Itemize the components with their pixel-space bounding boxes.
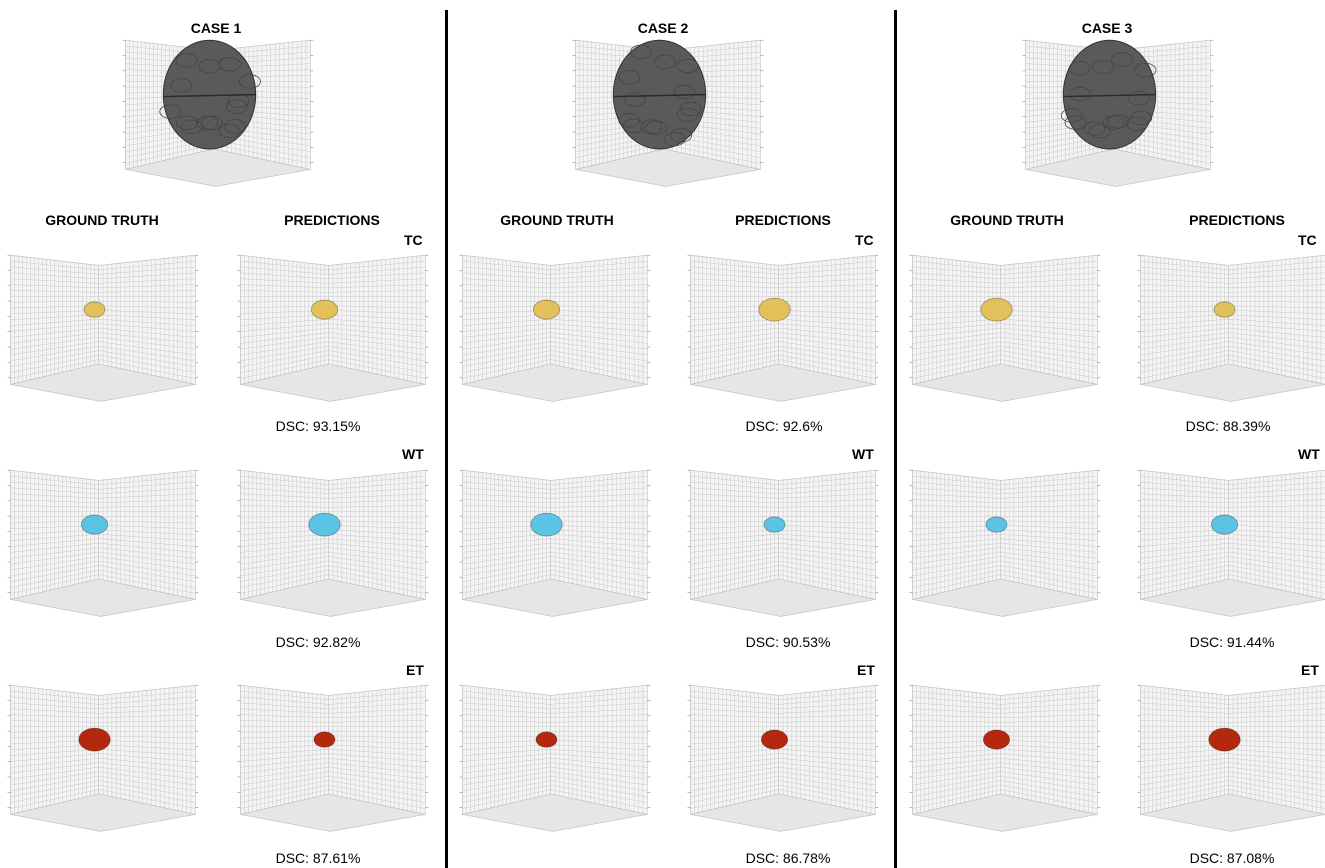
case-3-et-ground-truth-plot (909, 684, 1101, 832)
case-3-wt-dsc: DSC: 91.44% (1189, 634, 1275, 650)
case-3-et-dsc: DSC: 87.08% (1189, 850, 1275, 866)
case-2-wt-ground-truth-plot (459, 469, 651, 617)
case-1-et-label: ET (406, 662, 424, 678)
tumor-segmentation (310, 299, 339, 320)
case-3-wt-label: WT (1298, 446, 1320, 462)
case-3-et-prediction-plot (1137, 684, 1325, 832)
tumor-segmentation (985, 516, 1008, 533)
tumor-segmentation (1213, 301, 1236, 318)
case-2-tc-ground-truth-plot (459, 254, 651, 402)
brain-volume (612, 39, 707, 150)
case-2-title: CASE 2 (637, 20, 689, 36)
case-1-ground-truth-label: GROUND TRUTH (45, 212, 159, 228)
case-2-wt-label: WT (852, 446, 874, 462)
tumor-segmentation (532, 299, 561, 320)
brain-volume (1060, 39, 1157, 150)
case-2-brain-plot (572, 39, 764, 187)
case-1-tc-dsc: DSC: 93.15% (275, 418, 361, 434)
case-2-et-ground-truth-plot (459, 684, 651, 832)
case-3-wt-ground-truth-plot (909, 469, 1101, 617)
case-2-et-prediction-plot (687, 684, 879, 832)
case-1-wt-dsc: DSC: 92.82% (275, 634, 361, 650)
case-1-wt-prediction-plot (237, 469, 429, 617)
case-2-wt-dsc: DSC: 90.53% (745, 634, 831, 650)
case-3-brain-plot (1022, 39, 1214, 187)
tumor-segmentation (763, 516, 786, 533)
tumor-segmentation (758, 297, 791, 322)
case-3-tc-ground-truth-plot (909, 254, 1101, 402)
case-2-ground-truth-label: GROUND TRUTH (500, 212, 614, 228)
case-divider-1 (445, 10, 448, 868)
tumor-segmentation (530, 512, 563, 537)
tumor-segmentation (80, 514, 109, 535)
brain-volume (159, 39, 261, 150)
case-divider-2 (894, 10, 897, 868)
case-2-tc-prediction-plot (687, 254, 879, 402)
case-3-title: CASE 3 (1081, 20, 1133, 36)
case-3-tc-dsc: DSC: 88.39% (1185, 418, 1271, 434)
tumor-segmentation (980, 297, 1013, 322)
case-3-wt-prediction-plot (1137, 469, 1325, 617)
tumor-segmentation (313, 731, 336, 748)
case-2-wt-prediction-plot (687, 469, 879, 617)
case-1-wt-ground-truth-plot (7, 469, 199, 617)
tumor-segmentation (760, 729, 789, 750)
tumor-segmentation (535, 731, 558, 748)
case-2-et-dsc: DSC: 86.78% (745, 850, 831, 866)
tumor-segmentation (78, 727, 111, 752)
case-3-ground-truth-label: GROUND TRUTH (950, 212, 1064, 228)
case-3-tc-prediction-plot (1137, 254, 1325, 402)
case-1-et-ground-truth-plot (7, 684, 199, 832)
case-1-brain-plot (122, 39, 314, 187)
case-3-et-label: ET (1301, 662, 1319, 678)
tumor-segmentation (1210, 514, 1239, 535)
case-1-tc-label: TC (404, 232, 423, 248)
case-2-predictions-label: PREDICTIONS (735, 212, 831, 228)
tumor-segmentation (982, 729, 1011, 750)
case-1-predictions-label: PREDICTIONS (284, 212, 380, 228)
case-2-et-label: ET (857, 662, 875, 678)
tumor-segmentation (308, 512, 341, 537)
case-1-tc-prediction-plot (237, 254, 429, 402)
case-1-title: CASE 1 (190, 20, 242, 36)
case-1-et-prediction-plot (237, 684, 429, 832)
case-1-tc-ground-truth-plot (7, 254, 199, 402)
case-1-wt-label: WT (402, 446, 424, 462)
case-2-tc-label: TC (855, 232, 874, 248)
case-1-et-dsc: DSC: 87.61% (275, 850, 361, 866)
case-2-tc-dsc: DSC: 92.6% (745, 418, 823, 434)
case-3-tc-label: TC (1298, 232, 1317, 248)
tumor-segmentation (83, 301, 106, 318)
tumor-segmentation (1208, 727, 1241, 752)
case-3-predictions-label: PREDICTIONS (1189, 212, 1285, 228)
